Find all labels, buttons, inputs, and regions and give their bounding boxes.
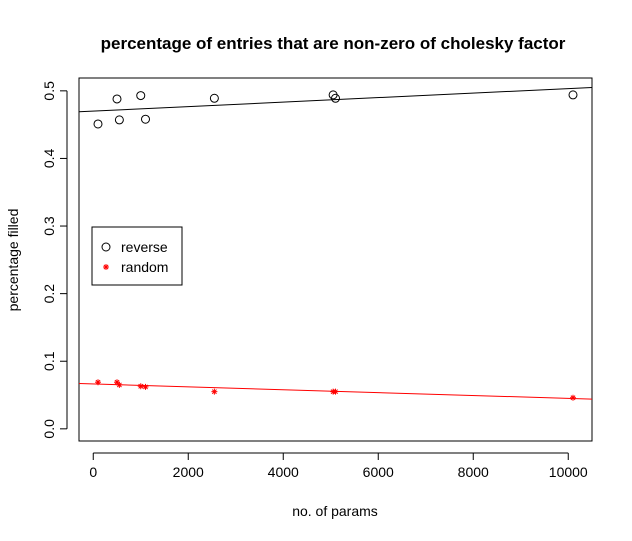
legend-box bbox=[91, 226, 183, 286]
plot-frame bbox=[78, 77, 593, 442]
point-random bbox=[332, 388, 339, 395]
y-tick-label: 0.0 bbox=[41, 419, 57, 439]
point-reverse bbox=[568, 90, 578, 100]
point-random bbox=[142, 383, 149, 390]
legend-marker-reverse bbox=[101, 242, 111, 252]
point-random bbox=[95, 379, 101, 386]
x-axis-title: no. of params bbox=[292, 503, 378, 519]
y-tick-label: 0.5 bbox=[41, 81, 57, 101]
point-reverse bbox=[136, 91, 146, 101]
y-tick-label: 0.4 bbox=[41, 148, 57, 168]
legend: reverse random bbox=[91, 226, 183, 286]
point-reverse bbox=[93, 119, 103, 129]
legend-label-random: random bbox=[121, 259, 168, 275]
y-axis-title: percentage filled bbox=[5, 209, 21, 312]
y-tick-label: 0.2 bbox=[41, 284, 57, 304]
x-tick-label: 4000 bbox=[268, 464, 299, 480]
point-reverse bbox=[331, 93, 340, 103]
x-axis: 0 2000 4000 6000 8000 10000 bbox=[89, 452, 588, 480]
y-tick-label: 0.3 bbox=[41, 216, 57, 236]
point-random bbox=[570, 394, 576, 401]
x-tick-label: 2000 bbox=[173, 464, 204, 480]
point-reverse bbox=[141, 114, 150, 124]
legend-label-reverse: reverse bbox=[121, 239, 168, 255]
chart-title: percentage of entries that are non-zero … bbox=[101, 34, 566, 53]
y-tick-label: 0.1 bbox=[41, 351, 57, 371]
point-random bbox=[116, 381, 123, 388]
point-reverse bbox=[112, 94, 122, 104]
point-random bbox=[211, 388, 218, 395]
point-reverse bbox=[114, 115, 124, 125]
point-random bbox=[137, 383, 144, 390]
x-tick-label: 8000 bbox=[458, 464, 489, 480]
x-tick-label: 0 bbox=[89, 464, 97, 480]
x-tick-label: 10000 bbox=[549, 464, 588, 480]
point-reverse bbox=[209, 93, 219, 103]
x-tick-label: 6000 bbox=[363, 464, 394, 480]
legend-marker-random bbox=[103, 264, 109, 270]
fit-line-reverse bbox=[78, 86, 593, 113]
data-points bbox=[93, 90, 578, 401]
y-axis: 0.0 0.1 0.2 0.3 0.4 0.5 bbox=[41, 81, 68, 439]
